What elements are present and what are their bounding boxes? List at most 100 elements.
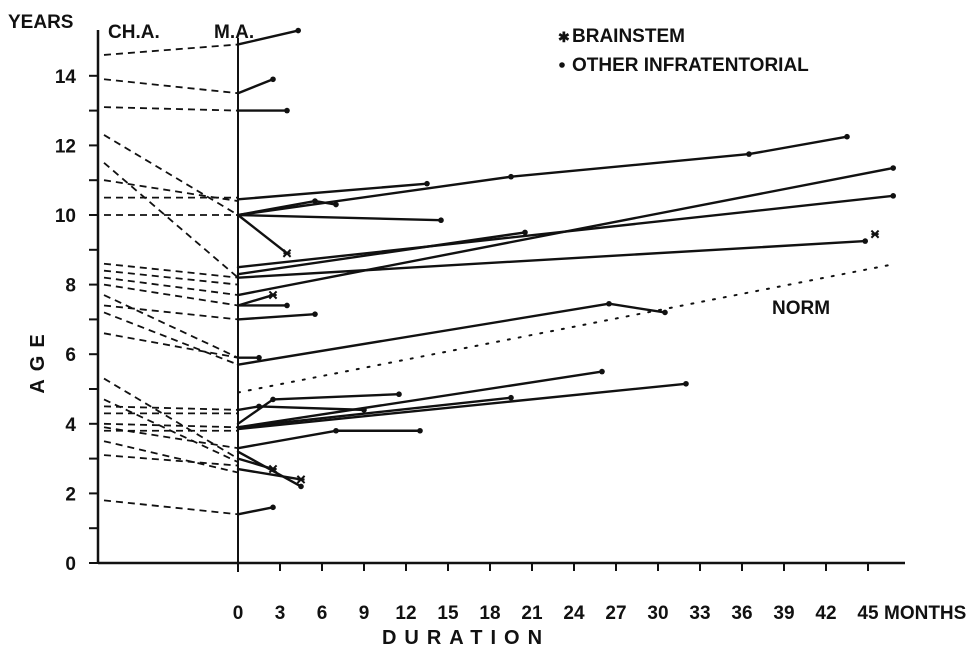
x-tick-label: 0 <box>233 603 244 624</box>
norm-line <box>237 262 897 394</box>
series-line <box>236 213 443 222</box>
x-tick-label: 27 <box>605 603 626 624</box>
y-tick-label: 12 <box>55 136 76 157</box>
other-marker <box>284 107 290 114</box>
ch-to-ma-line <box>103 269 239 286</box>
y-tick-label: 2 <box>65 484 76 505</box>
x-tick-label: 6 <box>317 603 328 624</box>
series-line <box>236 239 867 279</box>
series-line <box>236 166 895 297</box>
ch-to-ma-line <box>103 106 239 112</box>
series-line <box>236 312 317 321</box>
y-tick-label: 4 <box>65 415 76 436</box>
other-marker <box>844 133 850 140</box>
other-marker <box>890 193 896 199</box>
series-line <box>236 382 688 431</box>
series-line <box>236 182 429 201</box>
other-marker <box>396 391 402 398</box>
ch-to-ma-line <box>103 405 239 411</box>
x-tick-label: 12 <box>395 603 416 624</box>
ch-to-ma-line <box>103 283 239 307</box>
series-line <box>236 396 513 429</box>
x-tick-label: 45 <box>857 603 879 624</box>
other-marker <box>270 396 276 403</box>
other-marker <box>599 368 605 375</box>
x-tick-label: 21 <box>521 603 543 624</box>
x-tick-label: 24 <box>563 603 585 624</box>
other-marker <box>508 394 514 401</box>
y-tick-label: 10 <box>55 206 76 227</box>
ch-to-ma-line <box>103 311 239 366</box>
ch-to-ma-line <box>103 332 239 359</box>
series-line <box>236 293 275 307</box>
other-marker <box>890 165 896 171</box>
series-line <box>236 429 422 450</box>
x-tick-label: 9 <box>359 603 370 624</box>
series-line <box>236 78 275 95</box>
other-marker <box>312 311 318 317</box>
x-tick-label: 42 <box>815 603 836 624</box>
series-line <box>236 506 275 516</box>
y-tick-label: 6 <box>65 345 76 366</box>
other-marker <box>417 427 423 434</box>
x-ticks: 0 3 6 9 12 15 18 21 24 27 30 33 36 39 42 45 <box>233 563 879 624</box>
x-axis-title: DURATION <box>382 627 550 649</box>
ch-to-ma-line <box>103 294 239 359</box>
ch-to-ma-line <box>103 276 239 296</box>
y-ticks: 0 2 4 6 8 10 12 14 <box>55 67 98 575</box>
series-line <box>236 213 289 255</box>
other-marker <box>333 427 339 434</box>
ch-to-ma-line <box>103 499 239 516</box>
y-axis-title: AGE <box>27 326 49 393</box>
other-marker <box>284 302 290 309</box>
other-marker <box>683 380 689 387</box>
ch-to-ma-lines <box>103 43 239 516</box>
other-marker <box>361 407 367 413</box>
brainstem-marker <box>268 290 278 300</box>
x-unit-label: MONTHS <box>884 603 966 624</box>
ch-to-ma-line <box>103 454 239 467</box>
x-tick-label: 36 <box>731 603 752 624</box>
other-marker <box>606 300 612 307</box>
other-marker <box>522 229 528 236</box>
other-marker <box>746 151 752 157</box>
other-marker <box>256 354 262 361</box>
other-marker <box>424 180 430 187</box>
y-unit-label: YEARS <box>8 12 73 33</box>
series-line <box>236 135 849 217</box>
legend-other-label: OTHER INFRATENTORIAL <box>572 55 809 76</box>
y-tick-label: 0 <box>65 554 76 575</box>
ch-to-ma-line <box>103 134 239 216</box>
x-tick-label: 3 <box>275 603 286 624</box>
brainstem-marker <box>870 229 880 239</box>
ch-to-ma-line <box>103 377 239 460</box>
other-marker <box>295 27 302 34</box>
x-tick-label: 18 <box>479 603 500 624</box>
brainstem-marker <box>282 248 292 258</box>
legend-other-marker <box>559 62 565 68</box>
y-tick-label: 14 <box>55 67 77 88</box>
x-tick-label: 33 <box>689 603 710 624</box>
norm-label: NORM <box>772 298 830 319</box>
series-line <box>236 370 604 429</box>
series-line <box>236 467 303 481</box>
ch-a-label: CH.A. <box>108 22 160 43</box>
legend: ✱ BRAINSTEM OTHER INFRATENTORIAL <box>558 26 809 76</box>
x-tick-label: 15 <box>437 603 459 624</box>
other-marker <box>333 201 339 208</box>
series-line <box>236 231 527 276</box>
series-line <box>236 29 300 46</box>
ch-to-ma-line <box>103 43 239 56</box>
other-marker <box>270 504 276 511</box>
y-tick-label: 8 <box>65 276 76 297</box>
ch-to-ma-line <box>103 162 239 279</box>
other-marker <box>862 238 868 244</box>
ch-to-ma-line <box>103 304 239 321</box>
norm-line-group <box>237 262 897 394</box>
ch-to-ma-line <box>103 262 239 279</box>
legend-brainstem-label: BRAINSTEM <box>572 26 685 47</box>
x-tick-label: 30 <box>647 603 668 624</box>
ch-to-ma-line <box>103 440 239 474</box>
